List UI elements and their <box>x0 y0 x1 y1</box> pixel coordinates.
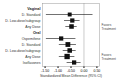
svg-text:Vaginal: Vaginal <box>27 7 40 11</box>
svg-text:-1.00: -1.00 <box>54 69 62 73</box>
svg-text:Any Dose: Any Dose <box>25 55 40 59</box>
svg-text:FavorsTreatment: FavorsTreatment <box>102 23 117 31</box>
svg-text:Isoflavones: Isoflavones <box>23 61 41 65</box>
svg-text:D. Standard: D. Standard <box>22 43 41 47</box>
svg-text:D. Standard: D. Standard <box>22 13 41 17</box>
svg-text:-1.50: -1.50 <box>41 69 49 73</box>
svg-text:Standardized Mean Difference (: Standardized Mean Difference (95% CI) <box>40 74 102 78</box>
svg-text:0.00: 0.00 <box>81 69 88 73</box>
svg-text:Oral: Oral <box>33 31 41 35</box>
svg-text:Ospemifene: Ospemifene <box>22 37 41 41</box>
svg-text:Any Dose: Any Dose <box>25 25 40 29</box>
svg-text:D. Low-dose/subgroup: D. Low-dose/subgroup <box>5 19 40 23</box>
svg-text:FavorsTreatment: FavorsTreatment <box>102 53 117 61</box>
svg-text:0.50: 0.50 <box>94 69 101 73</box>
svg-text:D. Low-dose/subgroup: D. Low-dose/subgroup <box>5 49 40 53</box>
svg-text:-0.50: -0.50 <box>67 69 75 73</box>
